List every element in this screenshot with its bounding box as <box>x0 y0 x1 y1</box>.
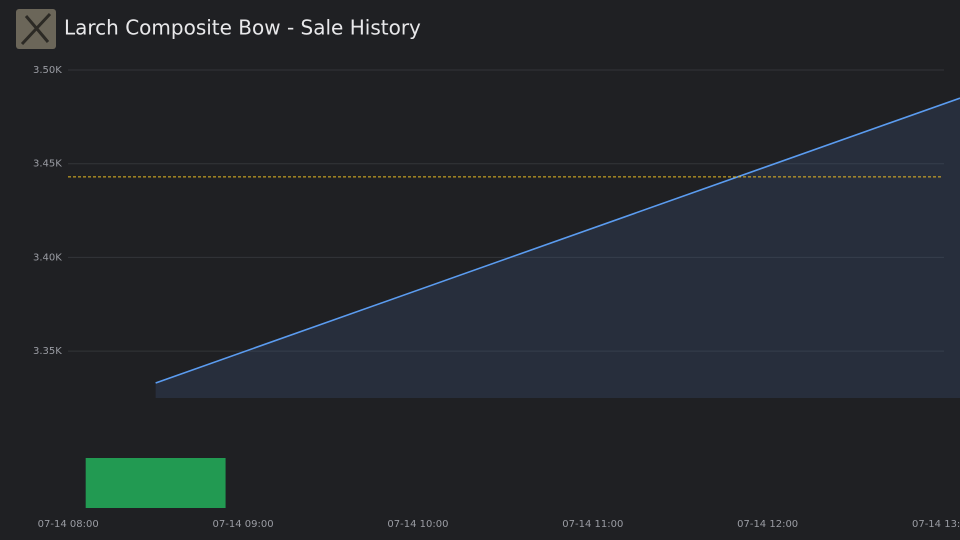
x-tick-label: 07-14 10:00 <box>387 519 448 530</box>
x-tick-label: 07-14 13:00 <box>912 519 960 530</box>
y-tick-label: 3.50K <box>33 65 62 76</box>
y-tick-label: 3.40K <box>33 252 62 263</box>
x-tick-label: 07-14 08:00 <box>38 519 99 530</box>
y-tick-label: 3.35K <box>33 346 62 357</box>
area <box>155 98 960 398</box>
x-tick-label: 07-14 09:00 <box>213 519 274 530</box>
chart-title: Larch Composite Bow - Sale History <box>64 16 421 40</box>
item-icon <box>16 9 56 49</box>
y-tick-label: 3.45K <box>33 159 62 170</box>
x-tick-label: 07-14 11:00 <box>562 519 623 530</box>
x-tick-label: 07-14 12:00 <box>737 519 798 530</box>
volume-bar <box>85 458 226 508</box>
line <box>155 97 960 384</box>
